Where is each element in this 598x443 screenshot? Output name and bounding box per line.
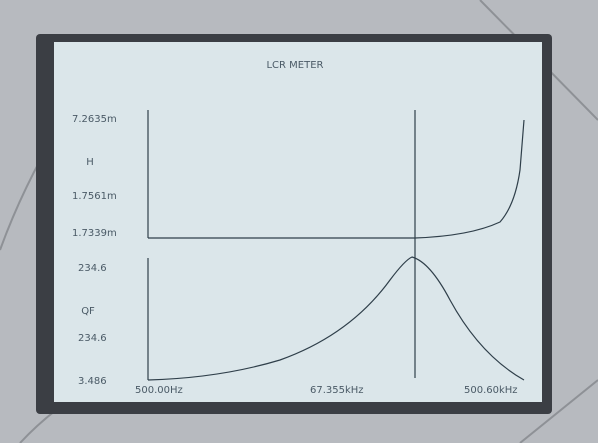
upper-label: 7.2635m bbox=[72, 114, 117, 125]
x-label: 500.60kHz bbox=[464, 385, 518, 396]
lower-label: 234.6 bbox=[78, 333, 107, 344]
lower-label: 234.6 bbox=[78, 263, 107, 274]
screen bbox=[54, 42, 542, 402]
photo: LCR METER 7.2635m H 1.7561m 1.7339m 234.… bbox=[0, 0, 598, 443]
upper-quantity: H bbox=[86, 157, 94, 168]
x-label: 67.355kHz bbox=[310, 385, 364, 396]
lower-label: 3.486 bbox=[78, 376, 107, 387]
page: {"screen": { "title": "LCR METER", "uppe… bbox=[0, 0, 598, 443]
x-label: 500.00Hz bbox=[135, 385, 183, 396]
lower-quantity: QF bbox=[81, 306, 95, 317]
upper-label: 1.7561m bbox=[72, 191, 117, 202]
screen-title: LCR METER bbox=[266, 60, 323, 71]
upper-label: 1.7339m bbox=[72, 228, 117, 239]
